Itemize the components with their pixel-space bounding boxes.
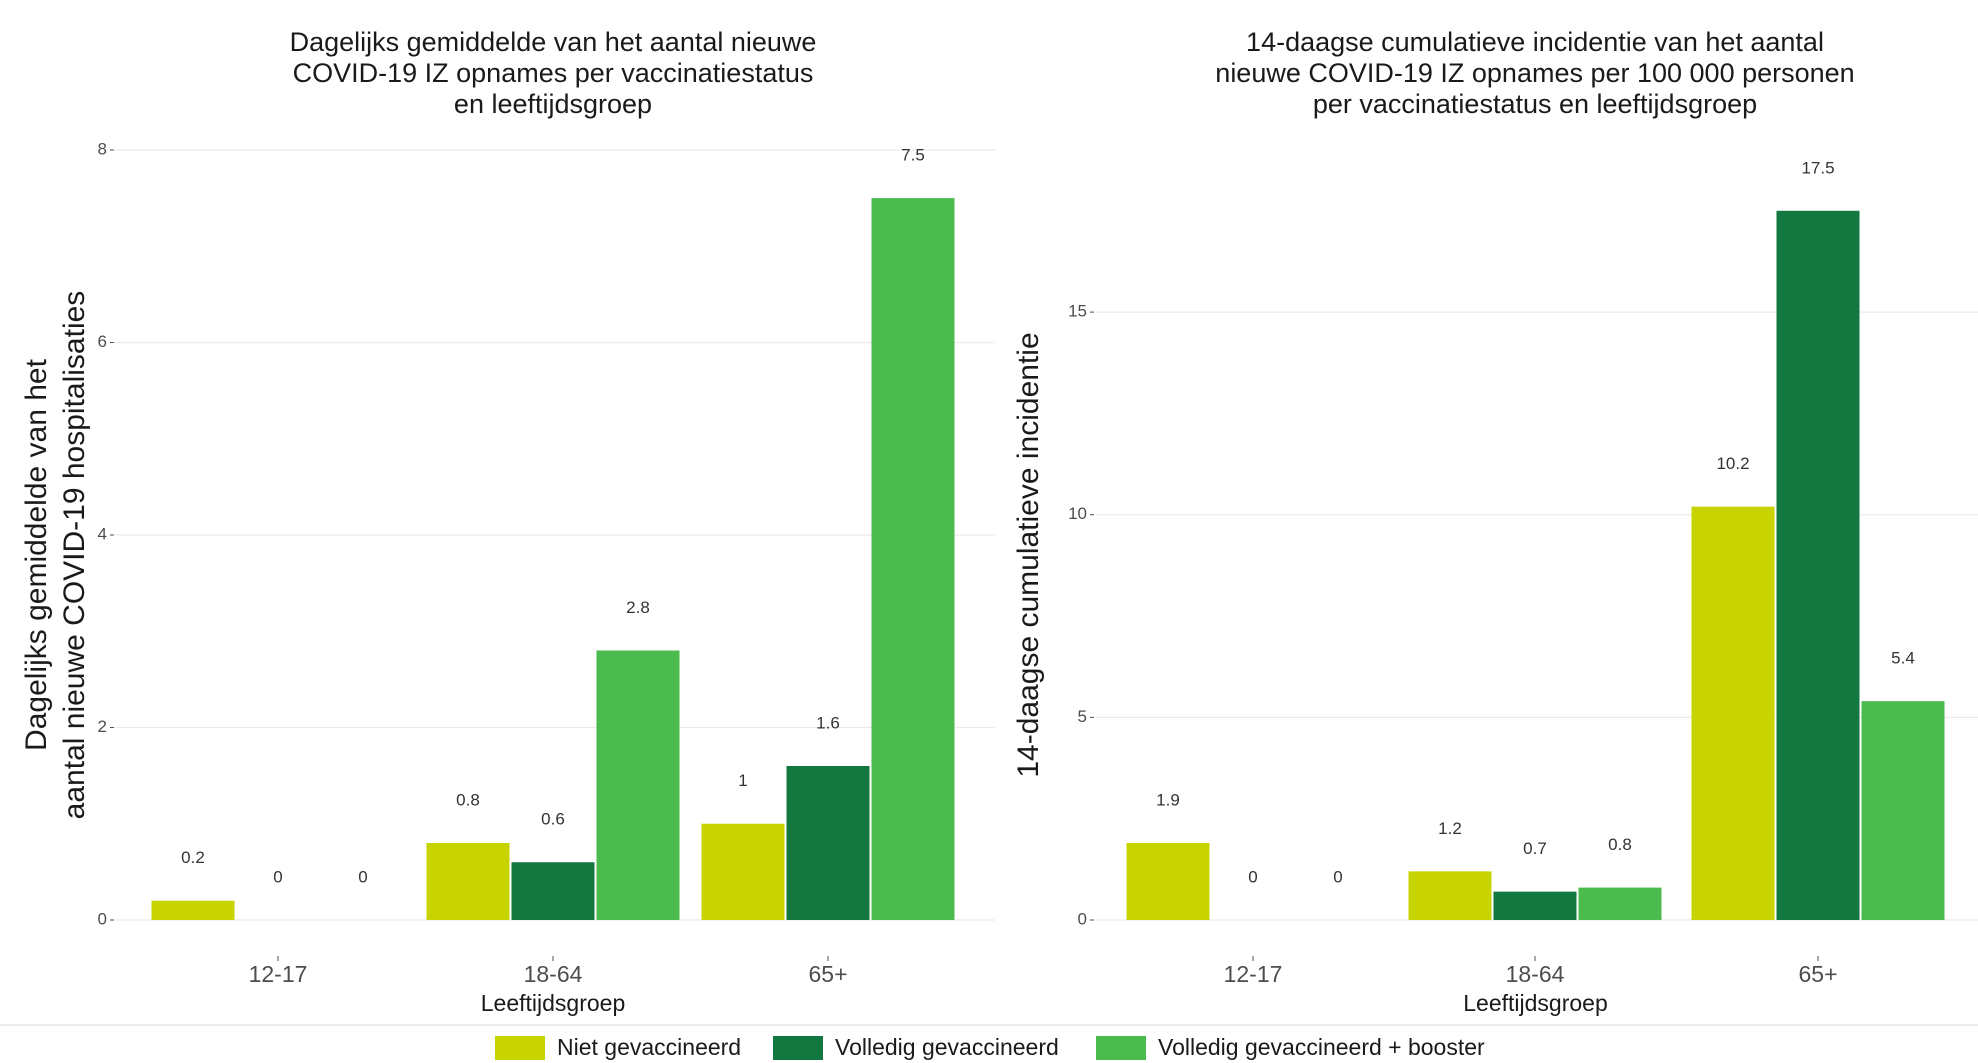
bar-value-label: 0 [358,867,367,886]
bar [871,198,955,920]
y-axis-label: Dagelijks gemiddelde van het [20,358,53,751]
legend-swatch [773,1036,823,1060]
bar-value-label: 0.6 [541,810,565,829]
bar [1691,506,1775,920]
bar [1861,701,1945,920]
chart-panel-left: Dagelijks gemiddelde van het aantal nieu… [20,27,995,1016]
chart-title-line: per vaccinatiestatus en leeftijdsgroep [1313,89,1757,119]
legend-swatch [1096,1036,1146,1060]
bar-value-label: 0.8 [1608,835,1632,854]
bar-value-label: 0.8 [456,790,480,809]
bar [1408,871,1492,920]
x-tick-label: 18-64 [524,961,583,987]
bar-value-label: 1.9 [1156,790,1180,809]
chart-title-line: nieuwe COVID-19 IZ opnames per 100 000 p… [1215,58,1854,88]
bar [1126,843,1210,920]
bar-value-label: 2.8 [626,598,650,617]
bar [426,843,510,920]
x-tick-label: 12-17 [249,961,308,987]
x-axis-label: Leeftijdsgroep [1463,990,1608,1016]
bar-value-label: 0 [273,867,282,886]
legend-label: Volledig gevaccineerd [835,1034,1059,1060]
y-tick-label: 2 [98,717,107,736]
x-tick-label: 12-17 [1224,961,1283,987]
bar [1776,210,1860,920]
y-tick-label: 15 [1068,302,1087,321]
legend-label: Volledig gevaccineerd + booster [1158,1034,1485,1060]
y-axis-label: 14-daagse cumulatieve incidentie [1012,332,1045,777]
bar [511,862,595,920]
bar [1493,891,1577,920]
bar-value-label: 0.2 [181,848,205,867]
chart-title-line: Dagelijks gemiddelde van het aantal nieu… [290,27,817,57]
chart-title-line: en leeftijdsgroep [454,89,652,119]
chart-title-line: COVID-19 IZ opnames per vaccinatiestatus [293,58,814,88]
x-tick-label: 18-64 [1506,961,1565,987]
y-tick-label: 6 [98,332,107,351]
bar-value-label: 1.2 [1438,819,1462,838]
bar-value-label: 1.6 [816,713,840,732]
bar [1578,887,1662,920]
y-tick-label: 10 [1068,504,1087,523]
x-tick-label: 65+ [808,961,847,987]
bar-value-label: 0 [1248,867,1257,886]
bar [701,823,785,920]
chart-title-line: 14-daagse cumulatieve incidentie van het… [1246,27,1824,57]
bar [151,900,235,920]
bar-value-label: 1 [738,771,747,790]
bar-value-label: 0 [1333,867,1342,886]
legend-label: Niet gevaccineerd [557,1034,741,1060]
bar [596,650,680,920]
legend: Niet gevaccineerd Volledig gevaccineerd Vo… [495,1034,1485,1060]
legend-swatch [495,1036,545,1060]
x-axis-label: Leeftijdsgroep [481,990,626,1016]
x-tick-label: 65+ [1798,961,1837,987]
y-tick-label: 8 [98,139,107,158]
bar-value-label: 10.2 [1716,454,1749,473]
y-tick-label: 4 [98,524,107,543]
bar-value-label: 5.4 [1891,649,1915,668]
y-tick-label: 0 [1078,909,1087,928]
y-tick-label: 0 [98,909,107,928]
y-tick-label: 5 [1078,707,1087,726]
bar-value-label: 17.5 [1801,158,1834,177]
bar [786,766,870,920]
bar-value-label: 7.5 [901,146,925,165]
bar-value-label: 0.7 [1523,839,1547,858]
y-axis-label: aantal nieuwe COVID-19 hospitalisaties [58,291,91,820]
chart-panel-right: 14-daagse cumulatieve incidentie van het… [1012,27,1978,1016]
